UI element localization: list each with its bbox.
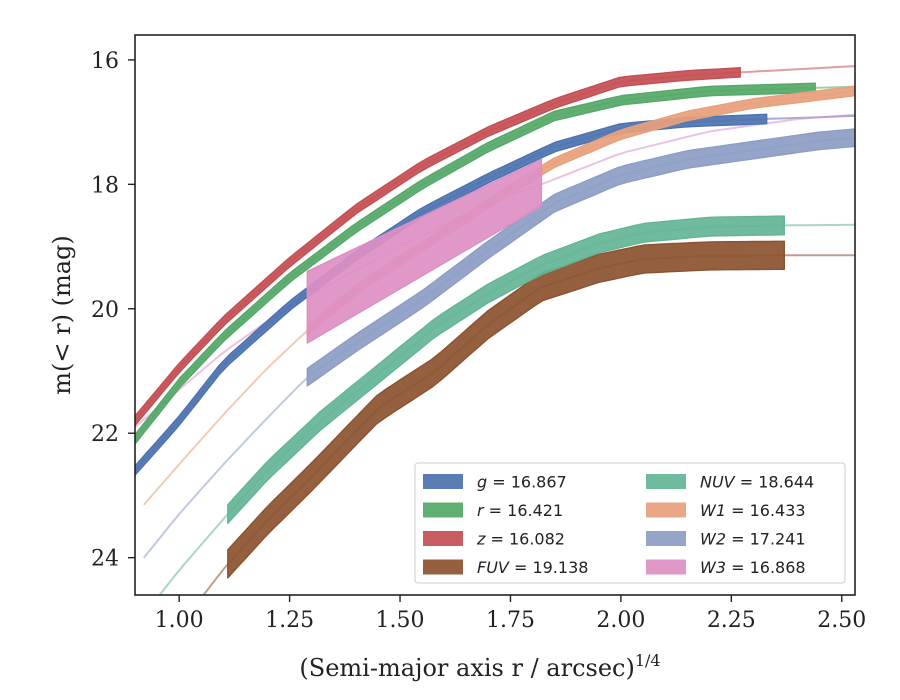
legend-swatch-w2 — [646, 531, 686, 546]
legend-label-z: z = 16.082 — [476, 530, 565, 549]
legend-swatch-nuv — [646, 474, 686, 489]
legend-label-nuv: NUV = 18.644 — [700, 473, 814, 492]
y-tick-label: 16 — [91, 49, 119, 74]
series-z-band — [135, 67, 741, 427]
legend-label-w3: W3 = 16.868 — [700, 558, 806, 577]
legend-label-w2: W2 = 17.241 — [700, 530, 806, 549]
x-axis-label: (Semi-major axis r / arcsec)1/4 — [299, 651, 660, 682]
legend-label-g: g = 16.867 — [477, 473, 567, 492]
y-tick-label: 20 — [91, 298, 119, 323]
series-w3-band — [306, 158, 543, 344]
plot-frame — [134, 34, 856, 596]
band-layer — [135, 67, 855, 579]
legend-swatch-fuv — [423, 559, 463, 575]
series-w3-extrapolated-line — [135, 113, 855, 428]
legend-frame — [414, 462, 846, 584]
x-tick-label: 2.50 — [817, 608, 866, 633]
legend-swatch-w3 — [646, 559, 686, 575]
y-axis: 16 18 20 22 24 — [91, 49, 135, 572]
series-nuv-band — [227, 215, 785, 525]
x-tick-label: 1.50 — [376, 608, 425, 633]
x-tick-label: 2.00 — [596, 608, 645, 633]
legend-label-w1: W1 = 16.433 — [700, 501, 806, 520]
x-axis: 1.00 1.25 1.50 1.75 2.00 2.25 2.50 — [155, 595, 866, 633]
x-tick-label: 2.25 — [707, 608, 756, 633]
x-tick-label: 1.75 — [486, 608, 535, 633]
legend-swatch-g — [423, 474, 463, 489]
legend-swatch-r — [423, 502, 463, 518]
y-tick-label: 22 — [91, 422, 119, 447]
x-tick-label: 1.25 — [265, 608, 314, 633]
legend-swatch-w1 — [646, 502, 686, 518]
legend-label-fuv: FUV = 19.138 — [477, 558, 588, 577]
series-fuv-band — [227, 240, 785, 579]
legend: g = 16.867 r = 16.421 z = 16.082 FUV = 19.1… — [414, 462, 846, 584]
x-tick-label: 1.00 — [155, 608, 204, 633]
y-tick-label: 18 — [91, 173, 119, 198]
legend-label-r: r = 16.421 — [477, 501, 563, 520]
legend-swatch-z — [423, 531, 463, 546]
series-w2-band — [306, 128, 855, 387]
y-tick-label: 24 — [91, 547, 119, 572]
y-axis-label: m(< r) (mag) — [48, 235, 76, 394]
